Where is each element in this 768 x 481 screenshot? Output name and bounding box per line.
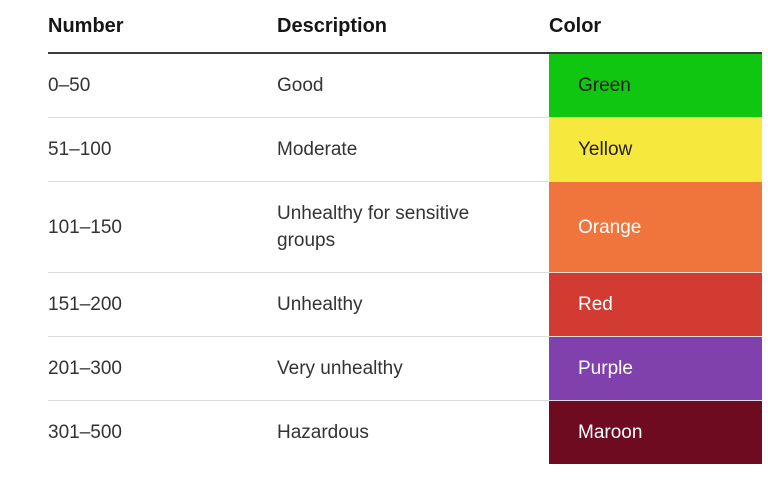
table-row: 201–300 Very unhealthy Purple [48,336,762,401]
table-row: 301–500 Hazardous Maroon [48,400,762,464]
table-row: 51–100 Moderate Yellow [48,117,762,182]
table-row: 0–50 Good Green [48,53,762,118]
aqi-color-swatch-cell: Red [549,272,762,337]
aqi-range-value: 151–200 [48,294,122,315]
table-row: 151–200 Unhealthy Red [48,272,762,337]
aqi-color-swatch-cell: Purple [549,336,762,401]
column-header-description: Description [277,15,388,37]
aqi-color-swatch-cell: Yellow [549,117,762,182]
header-row: Number Description Color [48,0,762,53]
aqi-range-value: 201–300 [48,358,122,379]
aqi-range-value: 51–100 [48,139,112,160]
aqi-description: Hazardous [277,422,369,443]
aqi-color-swatch-cell: Maroon [549,400,762,464]
aqi-range-value: 301–500 [48,422,122,443]
aqi-range-value: 101–150 [48,216,122,238]
aqi-color-swatch-cell: Green [549,53,762,118]
table-row: 101–150 Unhealthy for sensitive groups Ora… [48,181,762,273]
aqi-description: Unhealthy for sensitive groups [277,203,470,251]
aqi-description: Moderate [277,139,358,160]
table-header: Number Description Color [48,0,762,53]
aqi-range-value: 0–50 [48,75,91,96]
aqi-color-swatch-cell: Orange [549,181,762,273]
aqi-description: Unhealthy [277,294,363,315]
column-header-number: Number [48,15,124,37]
column-header-color: Color [549,15,602,37]
aqi-description: Good [277,75,324,96]
table-body: 0–50 Good Green 51–100 Moderate Yellow 101–150… [48,53,762,464]
aqi-description: Very unhealthy [277,358,403,379]
aqi-reference-table: Number Description Color 0–50 Good Green 51… [48,0,762,464]
